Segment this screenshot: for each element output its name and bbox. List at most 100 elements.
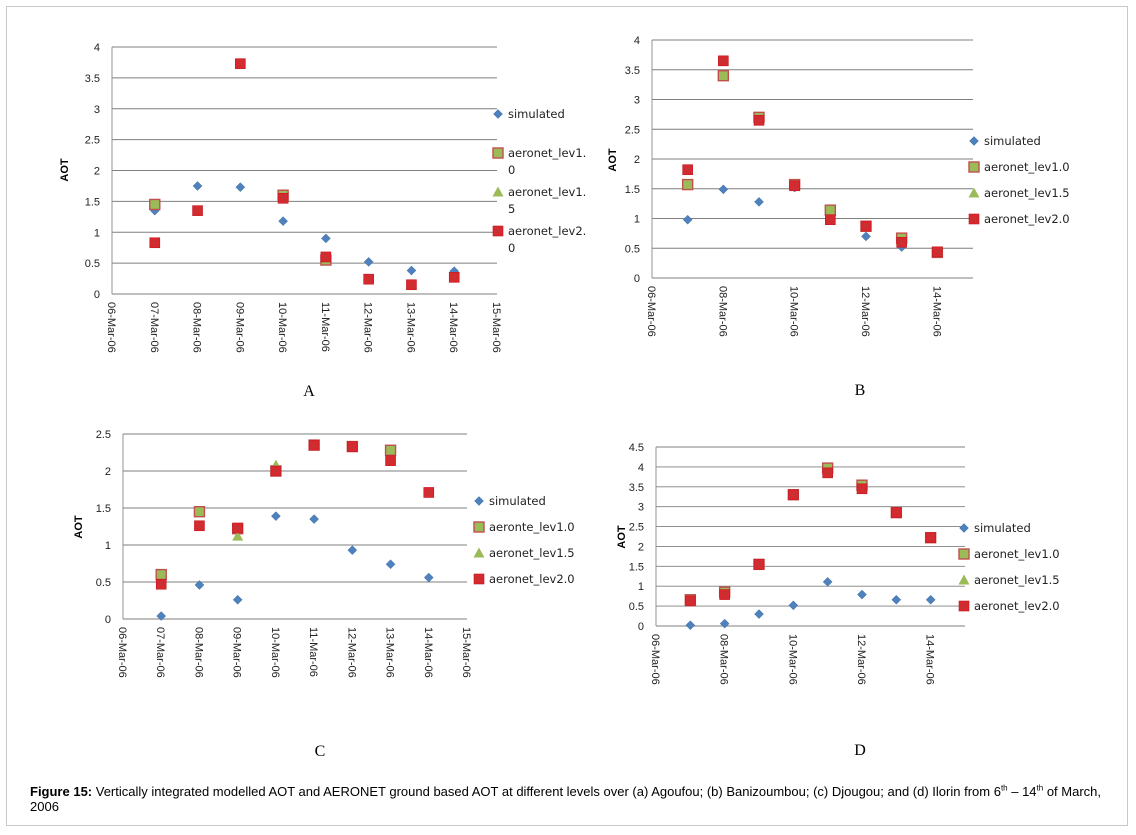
legend-entry: aeronet_lev2.0 [984, 212, 1070, 226]
y-tick-label: 0 [634, 273, 640, 285]
data-point-lev2-0 [718, 55, 729, 67]
legend-entry: aeronet_lev1.0 [984, 160, 1070, 174]
data-point-lev2-0 [347, 441, 358, 452]
legend-entry: aeronet_lev2.0 [489, 572, 575, 586]
legend-marker [959, 523, 969, 533]
data-point-lev1-0 [149, 198, 161, 211]
data-point-lev2-0 [788, 489, 799, 501]
legend-entry: aeronte_lev1.0 [489, 520, 575, 534]
data-point-lev1-5 [232, 530, 244, 541]
data-point-lev2-0 [719, 589, 730, 600]
legend-marker [492, 186, 504, 197]
data-point-lev2-0 [423, 487, 435, 498]
x-tick-label: 14-Mar-06 [930, 286, 942, 337]
y-tick-label: 0.5 [625, 243, 640, 255]
y-axis-label: AOT [607, 148, 619, 172]
legend-marker [968, 213, 980, 225]
legend-marker [958, 574, 970, 585]
x-tick-label: 08-Mar-06 [191, 302, 203, 353]
chart-panel-c: 0 0.5 1 1.5 2 2.5 AOT 06-Mar-06 07-Mar-06 08-Mar-… [73, 429, 575, 760]
data-point-lev1-0 [155, 568, 167, 581]
panel-letter: B [855, 382, 866, 399]
y-tick-label: 2 [638, 541, 644, 553]
legend-marker [473, 547, 485, 558]
x-tick-label: 10-Mar-06 [276, 302, 288, 353]
legend-marker [492, 225, 504, 237]
legend-entry: aeronet_lev1.5 [489, 546, 575, 560]
y-tick-label: 0.5 [85, 258, 100, 270]
data-point-lev2-0 [753, 115, 765, 126]
y-axis-label: AOT [616, 525, 628, 549]
x-tick-label: 09-Mar-06 [233, 302, 245, 353]
x-tick-label: 08-Mar-06 [192, 627, 204, 678]
x-tick-label: 12-Mar-06 [859, 286, 871, 337]
x-tick-label: 06-Mar-06 [116, 627, 128, 678]
figure-frame [6, 6, 1128, 826]
x-tick-label: 12-Mar-06 [362, 302, 374, 353]
y-tick-label: 2.5 [625, 124, 640, 136]
x-tick-label: 08-Mar-06 [716, 286, 728, 337]
y-tick-label: 4 [638, 462, 644, 474]
legend-entry: simulated [508, 107, 565, 121]
data-point-lev2-0 [789, 180, 800, 192]
y-tick-label: 1.5 [96, 503, 111, 515]
x-tick-label: 13-Mar-06 [404, 302, 416, 353]
data-point-simulated [278, 216, 288, 226]
data-point-lev2-0 [270, 465, 282, 477]
x-tick-label: 12-Mar-06 [345, 627, 357, 678]
chart-panel-a: 0 0.5 1 1.5 2 2.5 3 3.5 4 AOT 06-Mar-06 07-Mar-06 08… [59, 42, 586, 400]
x-tick-label: 11-Mar-06 [319, 302, 331, 352]
data-point-lev2-0 [320, 251, 332, 263]
data-point-simulated [194, 580, 205, 590]
data-point-lev1-0 [384, 444, 397, 456]
data-point-lev2-0 [856, 483, 868, 495]
data-point-simulated [363, 257, 374, 267]
chart-panel-b: 0 0.5 1 1.5 2 2.5 3 3.5 4 AOT 06-Mar-06 08-Mar-06 10… [607, 35, 1070, 399]
data-point-lev2-0 [194, 520, 205, 532]
legend-marker [958, 600, 970, 612]
x-tick-label: 14-Mar-06 [924, 634, 936, 685]
x-tick-label: 11-Mar-06 [307, 627, 319, 677]
x-tick-label: 14-Mar-06 [447, 302, 459, 353]
data-point-simulated [232, 594, 243, 605]
data-point-simulated [857, 589, 867, 600]
data-point-simulated [682, 214, 693, 225]
x-tick-label: 08-Mar-06 [718, 634, 730, 685]
x-tick-label: 07-Mar-06 [154, 627, 166, 678]
panel-letter: A [303, 383, 315, 400]
y-tick-label: 3 [638, 502, 644, 514]
y-tick-label: 0 [94, 289, 100, 301]
legend-entry: aeronet_lev2.0 [974, 599, 1060, 613]
data-point-simulated [822, 576, 833, 587]
y-axis-label: AOT [73, 515, 85, 539]
x-tick-label: 10-Mar-06 [788, 286, 800, 337]
legend-marker [968, 161, 980, 173]
data-point-simulated [192, 181, 203, 191]
data-point-simulated [347, 545, 358, 556]
legend-entry: simulated [489, 494, 546, 508]
data-point-lev1-0 [681, 178, 694, 191]
y-tick-label: 2 [634, 154, 640, 166]
x-tick-label: 15-Mar-06 [490, 302, 502, 353]
data-point-simulated [385, 559, 396, 570]
data-point-simulated [718, 184, 729, 195]
data-point-simulated [685, 620, 696, 631]
y-tick-label: 2.5 [85, 135, 100, 147]
legend-entry: aeronet_lev1.0 [974, 547, 1060, 561]
legend-marker [958, 548, 970, 560]
x-tick-label: 14-Mar-06 [422, 627, 434, 678]
data-point-lev2-0 [685, 595, 696, 607]
panel-letter: D [854, 742, 866, 759]
data-point-lev2-0 [192, 205, 203, 216]
y-tick-label: 0 [638, 621, 644, 633]
x-tick-label: 10-Mar-06 [786, 634, 798, 685]
data-point-simulated [423, 572, 434, 583]
data-point-lev2-0 [308, 439, 320, 451]
data-point-lev2-0 [925, 532, 936, 543]
data-point-lev2-0 [363, 273, 374, 285]
legend-marker [492, 147, 504, 159]
y-tick-label: 2.5 [629, 522, 644, 534]
legend-entry: simulated [974, 521, 1031, 535]
y-tick-label: 1 [634, 214, 640, 226]
y-tick-label: 1 [638, 581, 644, 593]
